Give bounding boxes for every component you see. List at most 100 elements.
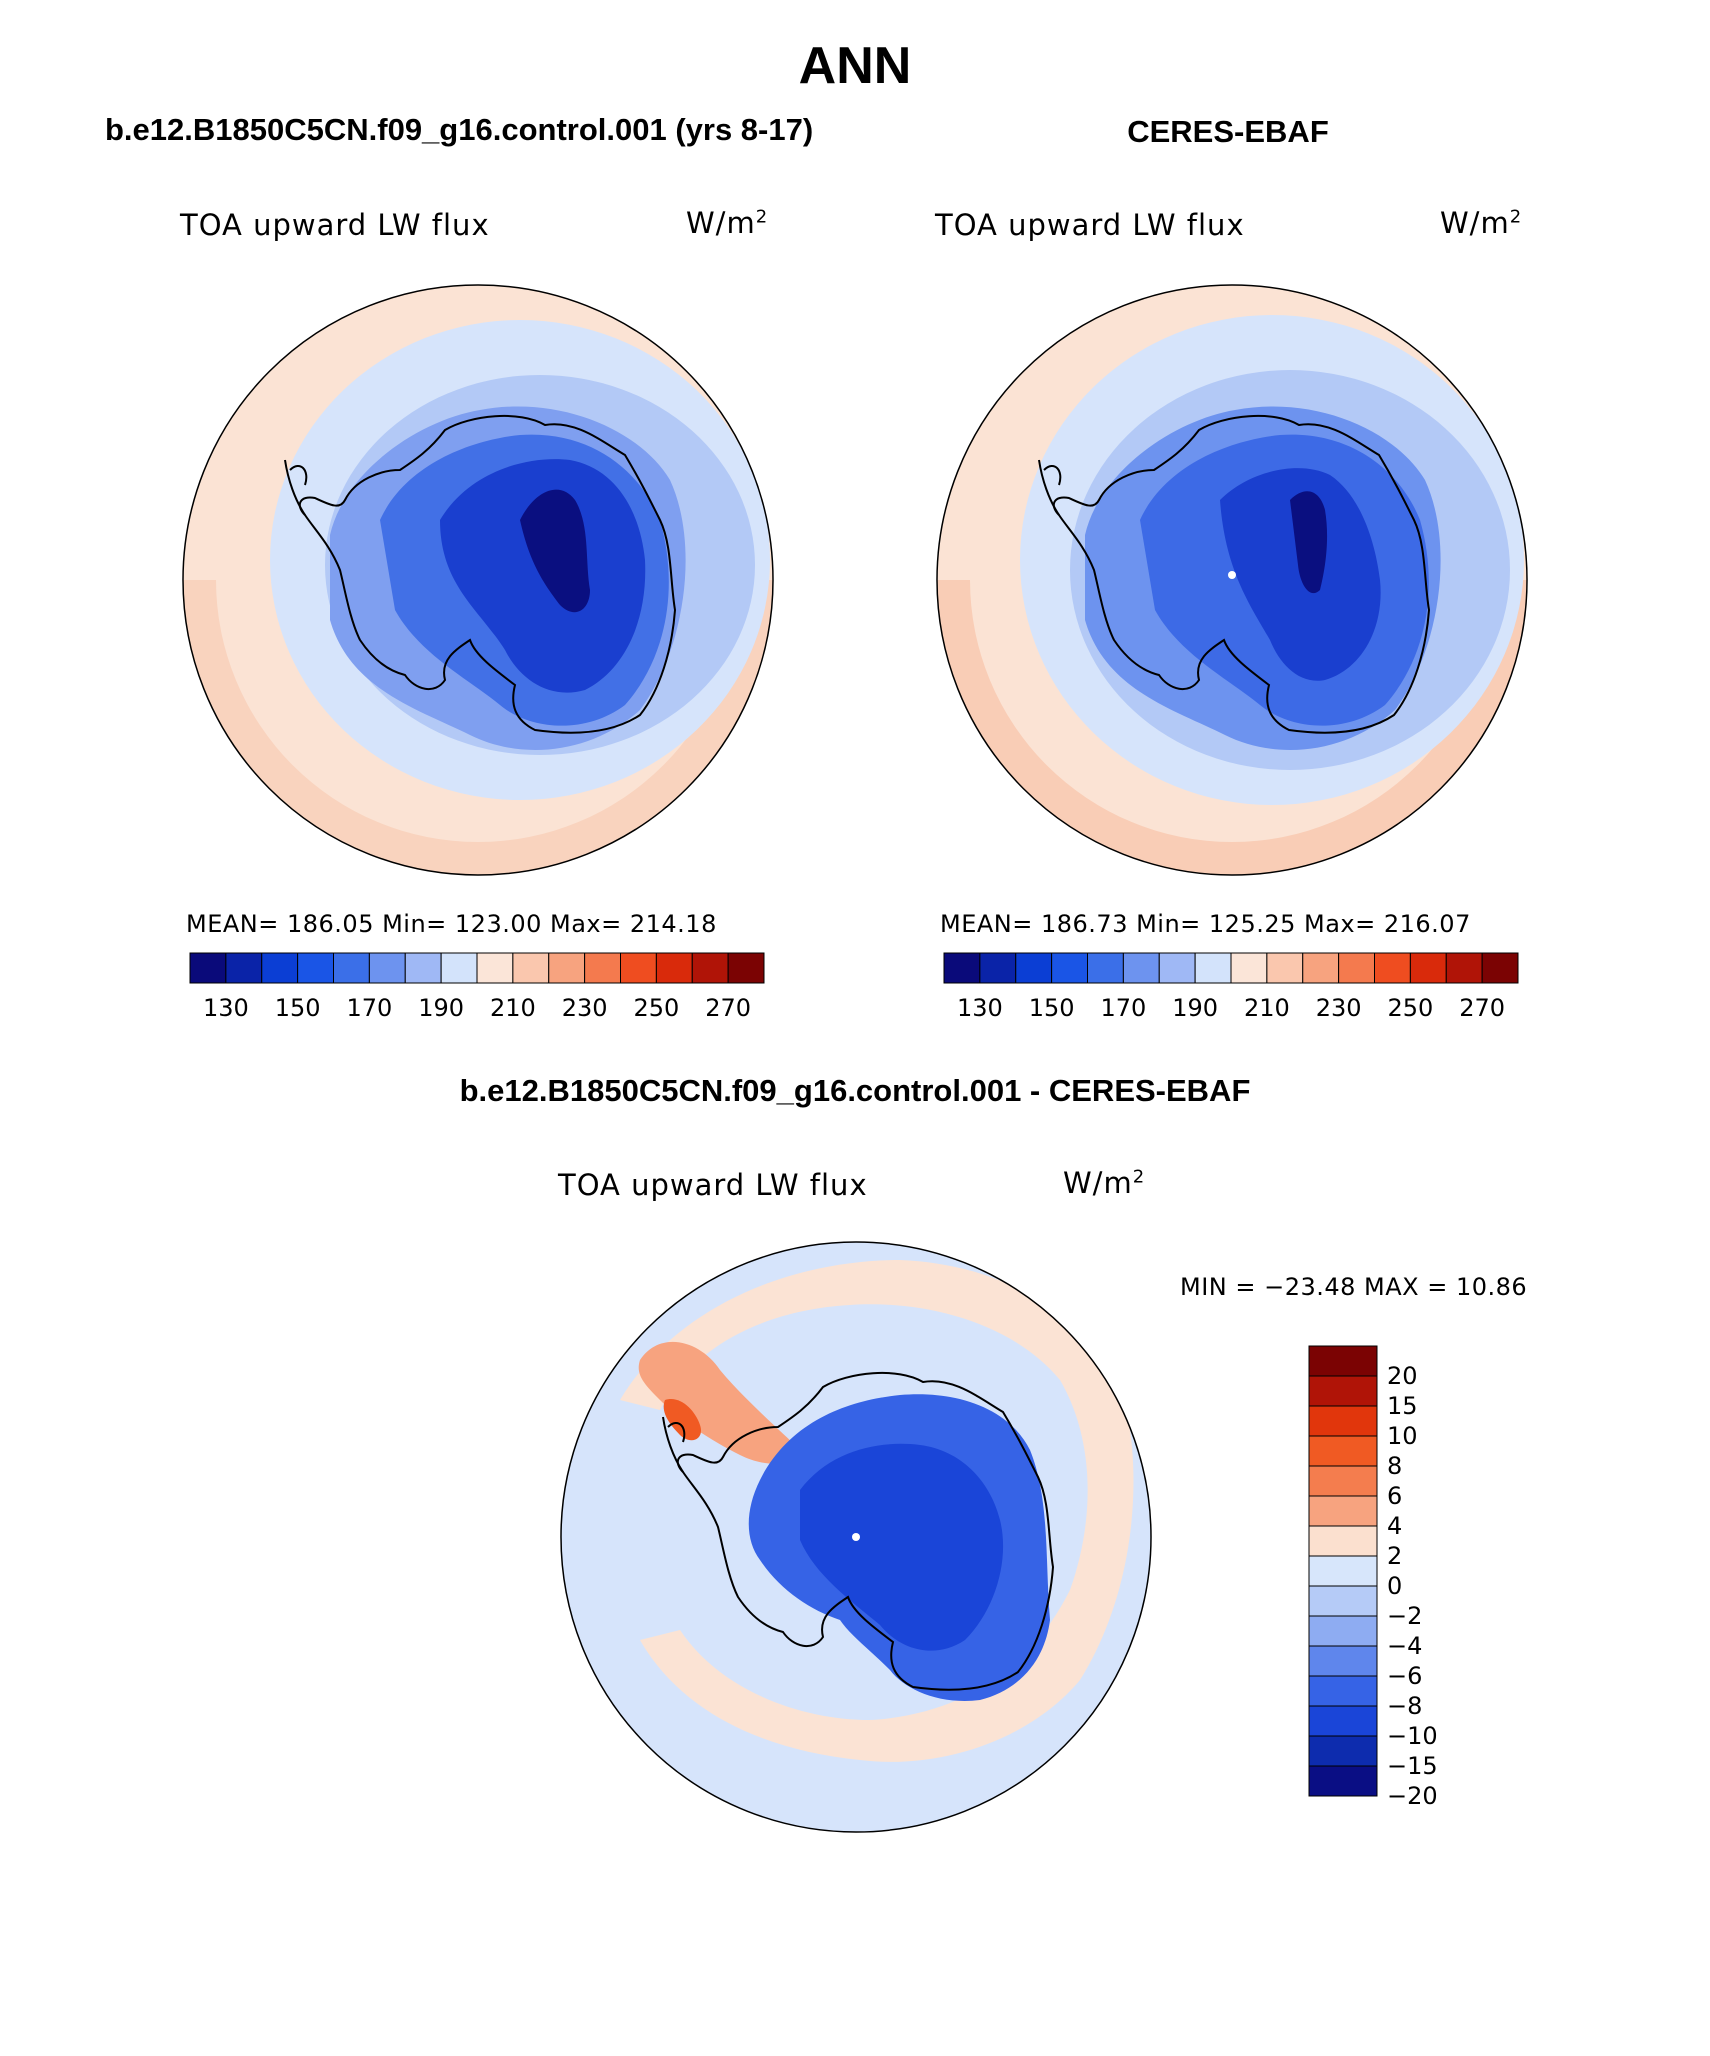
peninsula-coastline [284,459,308,516]
colorbar-tick-label: −20 [1387,1782,1438,1810]
diff-stats: MIN = −23.48 MAX = 10.86 [1180,1273,1528,1301]
colorbar-swatch [1230,952,1268,984]
colorbar-tick-label: 8 [1387,1452,1402,1480]
obs-variable-label: TOA upward LW flux [935,208,1245,242]
model-variable-label: TOA upward LW flux [180,208,490,242]
colorbar-swatch [225,952,263,984]
colorbar-swatch [1308,1555,1378,1587]
colorbar-tick-label: 170 [1100,994,1146,1022]
colorbar-swatch [404,952,442,984]
model-stats: MEAN= 186.05 Min= 123.00 Max= 214.18 [186,910,717,938]
colorbar-swatch [1308,1525,1378,1557]
colorbar-swatch [1445,952,1483,984]
colorbar-swatch [1051,952,1088,984]
colorbar-tick-label: 270 [705,994,751,1022]
colorbar-tick-label: −4 [1387,1632,1422,1660]
colorbar-swatch [1308,1675,1378,1707]
colorbar-swatch [1308,1765,1378,1797]
antarctica-coastline [298,415,677,734]
colorbar-swatch [189,952,227,984]
colorbar-tick-label: 250 [633,994,679,1022]
colorbar-tick-label: 0 [1387,1572,1402,1600]
ice-sheet-strong [800,1443,1004,1651]
colorbar-tick-label: 130 [203,994,249,1022]
pole-marker [1228,571,1236,579]
colorbar-swatch [1087,952,1124,984]
colorbar-swatch [584,952,621,984]
colorbar-swatch [1308,1615,1378,1647]
colorbar-swatch [1338,952,1375,984]
obs-map-border [936,284,1528,876]
hot-patch [663,1399,701,1441]
colorbar-swatch [1308,1645,1378,1677]
colorbar-swatch [1308,1405,1378,1437]
colorbar-swatch [1158,952,1196,984]
colorbar-swatch [548,952,586,984]
colorbar-tick-label: 230 [562,994,608,1022]
colorbar-swatch [1194,952,1232,984]
colorbar-tick-label: 270 [1459,994,1505,1022]
antarctica-coastline [676,1372,1055,1691]
colorbar-swatch [333,952,370,984]
model-case-title: b.e12.B1850C5CN.f09_g16.control.001 (yrs… [105,112,814,147]
warm-ring [183,580,773,875]
colorbar-tick-label: 6 [1387,1482,1402,1510]
colorbar-tick-label: 230 [1316,994,1362,1022]
colorbar-tick-label: 190 [418,994,464,1022]
diff-units-label: W/m2 [1063,1166,1146,1200]
colorbar-tick-label: 4 [1387,1512,1402,1540]
colorbar-swatch [1302,952,1340,984]
obs-case-title: CERES-EBAF [1127,114,1329,149]
peninsula-coastline [662,1416,686,1473]
warm-patch [638,1341,800,1464]
colorbar-swatch [1308,1705,1378,1737]
colorbar-swatch [512,952,550,984]
obs-polar-map [937,285,1527,875]
colorbar-tick-label: 210 [490,994,536,1022]
colorbar-tick-label: 10 [1387,1422,1418,1450]
obs-stats: MEAN= 186.73 Min= 125.25 Max= 216.07 [940,910,1471,938]
colorbar-tick-label: −15 [1387,1752,1438,1780]
colorbar-tick-label: 2 [1387,1542,1402,1570]
colorbar-swatch [1308,1435,1378,1467]
peninsula-coastline [1038,459,1062,516]
colorbar-tick-label: −10 [1387,1722,1438,1750]
colorbar-swatch [1308,1345,1378,1377]
diff-variable-label: TOA upward LW flux [558,1168,868,1202]
colorbar-tick-label: 130 [957,994,1003,1022]
colorbar-tick-label: 250 [1387,994,1433,1022]
colorbar-swatch [1015,952,1053,984]
colorbar-swatch [1122,952,1160,984]
model-colorbar: 130 150 170 190 210 230 250 270 [189,952,765,1022]
colorbar-swatch [261,952,299,984]
colorbar-tick-label: −2 [1387,1602,1422,1630]
colorbar-swatch [297,952,334,984]
colorbar-swatch [1266,952,1304,984]
model-units-label: W/m2 [686,206,769,240]
darkest-zone [520,489,590,613]
colorbar-tick-label: 20 [1387,1362,1418,1390]
diff-case-title: b.e12.B1850C5CN.f09_g16.control.001 - CE… [459,1073,1251,1108]
colorbar-swatch [368,952,406,984]
pole-marker [852,1533,860,1541]
colorbar-tick-label: −6 [1387,1662,1422,1690]
diff-map-border [560,1241,1152,1833]
colorbar-swatch [476,952,514,984]
antarctica-coastline [1052,415,1431,734]
colorbar-swatch [620,952,657,984]
figure-title: ANN [798,37,912,95]
colorbar-swatch [1308,1375,1378,1407]
diff-polar-map [561,1242,1151,1832]
colorbar-swatch [1481,952,1519,984]
colorbar-swatch [727,952,765,984]
warm-ring [937,580,1527,875]
model-map-border [182,284,774,876]
colorbar-tick-label: 150 [1029,994,1075,1022]
colorbar-swatch [691,952,729,984]
colorbar-swatch [655,952,693,984]
darkest-zone [1290,491,1328,594]
colorbar-swatch [1409,952,1447,984]
model-polar-map [183,285,773,875]
